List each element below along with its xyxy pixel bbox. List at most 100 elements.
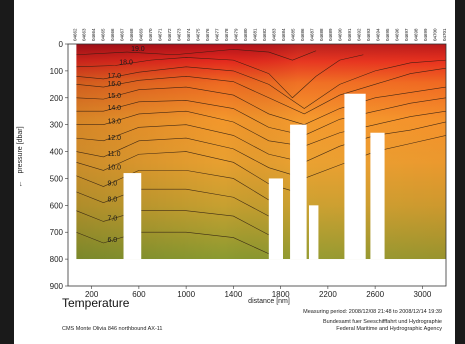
contour-line: [76, 170, 269, 201]
station-id: 04673: [177, 28, 182, 41]
station-id: 04680: [243, 28, 248, 41]
station-id: 04675: [196, 28, 201, 41]
y-tick-label: 700: [50, 228, 64, 237]
contour-label: 15.0: [107, 93, 121, 100]
station-id: 04701: [442, 28, 447, 41]
data-gap: [370, 132, 385, 260]
x-tick-label: 200: [85, 290, 99, 299]
plot-border: [67, 43, 447, 287]
contour-line: [76, 135, 447, 179]
x-tick-label: 2200: [319, 290, 337, 299]
station-id: 04686: [300, 28, 305, 41]
contour-label: 18.0: [119, 60, 133, 67]
station-id: 04696: [395, 28, 400, 41]
x-axis-label: distance [nm]: [248, 298, 290, 305]
contour-line: [76, 97, 447, 136]
data-gap: [387, 259, 446, 286]
data-gap: [290, 124, 307, 260]
station-id: 04669: [139, 28, 144, 41]
contour-line: [76, 121, 447, 163]
station-id: 04679: [233, 28, 238, 41]
station-id: 04689: [328, 28, 333, 41]
station-id: 04666: [110, 28, 115, 41]
contour-label: 10.0: [107, 164, 121, 171]
y-tick-label: 200: [50, 94, 64, 103]
station-id: 04691: [347, 28, 352, 41]
y-axis-arrow-icon: ←: [17, 181, 24, 188]
station-id: 04681: [252, 28, 257, 41]
station-id: 04692: [357, 28, 362, 41]
contour-line: [76, 59, 447, 109]
station-id: 04676: [205, 28, 210, 41]
contour-label: 16.0: [107, 81, 121, 88]
data-gap: [308, 205, 319, 260]
station-id: 04700: [433, 28, 438, 41]
station-id: 04690: [338, 28, 343, 41]
station-id: 04687: [309, 28, 314, 41]
station-id: 04668: [129, 28, 134, 41]
contour-line: [76, 86, 447, 125]
station-id: 04693: [366, 28, 371, 41]
contour-label: 13.0: [107, 119, 121, 126]
station-id: 04697: [404, 28, 409, 41]
data-gap: [268, 178, 283, 260]
contour-label: 19.0: [131, 46, 145, 53]
contour-label: 6.0: [107, 237, 117, 244]
station-id: 04670: [148, 28, 153, 41]
station-id: 04677: [214, 28, 219, 41]
contour-line: [76, 231, 269, 255]
x-tick-label: 2600: [366, 290, 384, 299]
station-id: 04664: [91, 28, 96, 41]
temperature-section-chart: 04662 04663 04664 04665 04666 04667 04668 04669…: [17, 28, 447, 332]
y-tick-label: 900: [50, 282, 64, 291]
agency-name-english: Federal Maritime and Hydrographic Agency: [336, 326, 442, 332]
x-tick-label: 1000: [177, 290, 195, 299]
contour-label: 7.0: [107, 215, 117, 222]
contour-line: [76, 49, 317, 61]
contour-line: [76, 67, 447, 115]
chart-card: 04662 04663 04664 04665 04666 04667 04668 04669…: [14, 0, 455, 344]
station-id: 04682: [262, 28, 267, 41]
contour-line: [76, 54, 364, 99]
window-frame-right: [455, 0, 465, 344]
station-id: 04678: [224, 28, 229, 41]
contour-label: 12.0: [107, 135, 121, 142]
station-id: 04698: [414, 28, 419, 41]
station-id: 04665: [101, 28, 106, 41]
y-tick-label: 0: [59, 40, 64, 49]
contour-line: [76, 110, 447, 147]
station-id: 04684: [281, 28, 286, 41]
station-id: 04671: [158, 28, 163, 41]
station-id: 04683: [271, 28, 276, 41]
station-id: 04688: [319, 28, 324, 41]
data-gap: [123, 173, 142, 260]
contour-label: 17.0: [107, 73, 121, 80]
station-id: 04663: [82, 28, 87, 41]
y-axis-label: pressure [dbar]: [17, 126, 24, 173]
contour-line: [76, 210, 269, 236]
station-id: 04662: [72, 28, 77, 41]
x-tick-label: 1400: [224, 290, 242, 299]
contour-label: 8.0: [107, 197, 117, 204]
data-gap: [344, 93, 366, 260]
station-id: 04694: [376, 28, 381, 41]
station-id: 04699: [423, 28, 428, 41]
station-id: 04685: [290, 28, 295, 41]
x-tick-label: 3000: [413, 290, 431, 299]
y-tick-label: 600: [50, 201, 64, 210]
station-id: 04672: [167, 28, 172, 41]
y-tick-label: 300: [50, 121, 64, 130]
y-tick-label: 800: [50, 255, 64, 264]
y-tick-label: 400: [50, 148, 64, 157]
measuring-period: Measuring period: 2008/12/08 21:48 to 20…: [303, 309, 442, 315]
station-id: 04667: [120, 28, 125, 41]
contour-label: 9.0: [107, 181, 117, 188]
contour-line: [76, 188, 269, 217]
y-tick-label: 500: [50, 174, 64, 183]
station-id: 04674: [186, 28, 191, 41]
x-tick-label: 600: [132, 290, 146, 299]
window-frame-left: [0, 0, 14, 344]
cruise-name: CMS Monte Olivia 846 northbound AX-11: [62, 326, 162, 332]
chart-title: Temperature: [62, 296, 130, 310]
y-tick-label: 100: [50, 67, 64, 76]
